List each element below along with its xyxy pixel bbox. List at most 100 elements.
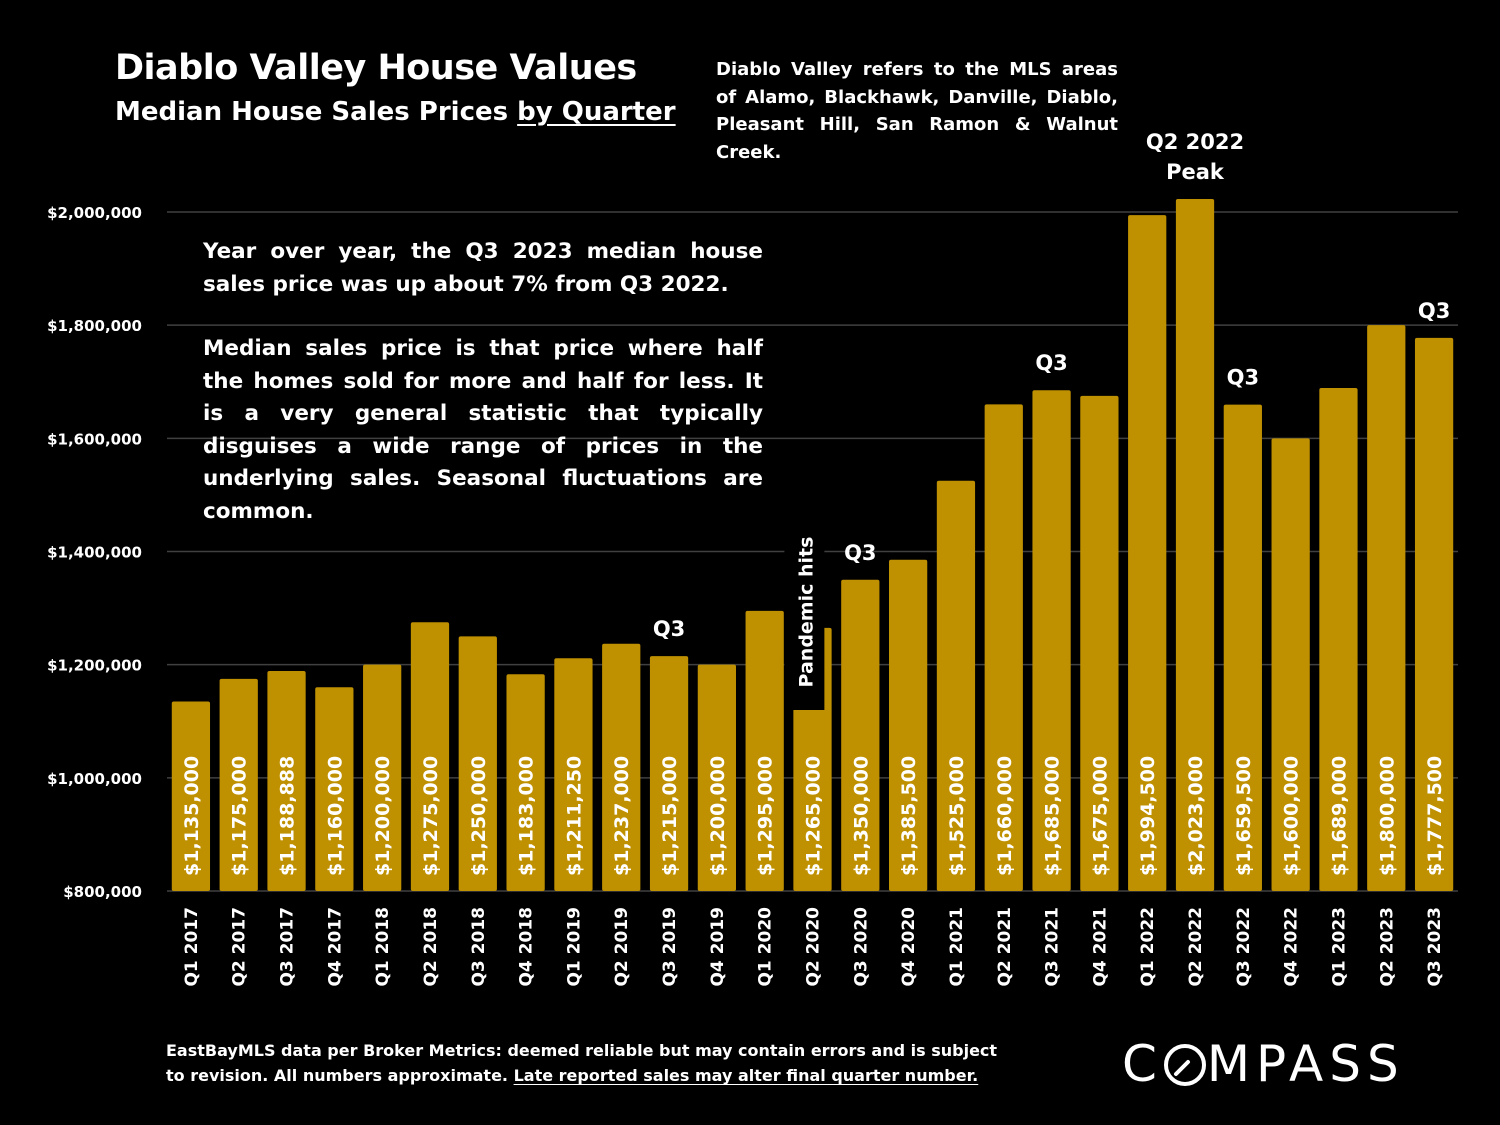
data-label: $1,689,000: [1328, 756, 1350, 876]
bar: [554, 658, 593, 891]
annotation-peak-line-2: Peak: [1166, 160, 1225, 184]
bar: [936, 480, 976, 891]
x-tick-label: Q4 2018: [517, 907, 537, 987]
y-tick-label: $800,000: [63, 883, 142, 901]
x-tick-label: Q1 2021: [947, 907, 967, 987]
source-footer: EastBayMLS data per Broker Metrics: deem…: [166, 1038, 997, 1088]
data-label: $2,023,000: [1185, 756, 1207, 876]
annotation-peak-line-1: Q2 2022: [1146, 130, 1244, 154]
bar: [841, 579, 880, 891]
bar: [315, 687, 354, 891]
bar: [219, 678, 258, 891]
y-tick-label: $1,200,000: [47, 657, 142, 675]
annotation-q3: Q3: [844, 541, 876, 565]
bar: [602, 643, 641, 891]
footer-line-2: to revision. All numbers approximate. La…: [166, 1063, 997, 1088]
bar: [410, 622, 450, 891]
x-tick-label: Q3 2023: [1425, 907, 1445, 987]
bar: [1032, 390, 1071, 891]
bar: [363, 664, 402, 891]
footer-line-1: EastBayMLS data per Broker Metrics: deem…: [166, 1041, 998, 1060]
data-label: $1,183,000: [516, 756, 538, 876]
data-label: $1,685,000: [1042, 756, 1064, 876]
data-label: $1,160,000: [324, 756, 346, 876]
x-tick-label: Q4 2019: [708, 907, 728, 987]
bar: [1367, 325, 1406, 892]
x-tick-label: Q2 2017: [230, 907, 250, 987]
bar: [649, 656, 689, 891]
y-tick-label: $1,600,000: [47, 430, 142, 448]
x-tick-label: Q4 2022: [1282, 907, 1302, 987]
x-tick-label: Q3 2022: [1234, 907, 1254, 987]
x-tick-label: Q1 2019: [564, 907, 584, 987]
x-tick-label: Q2 2022: [1186, 907, 1206, 987]
data-label: $1,295,000: [755, 756, 777, 876]
chart-subtitle: Median House Sales Prices by Quarter: [115, 97, 676, 127]
bar: [458, 636, 497, 891]
x-tick-label: Q3 2018: [469, 907, 489, 987]
data-label: $1,525,000: [946, 756, 968, 876]
logo-text-end: MPASS: [1206, 1035, 1405, 1093]
x-tick-label: Q3 2017: [278, 907, 298, 987]
bar: [1271, 438, 1310, 891]
annotation-q3: Q3: [1035, 351, 1067, 375]
data-label: $1,800,000: [1376, 756, 1398, 876]
explanation-paragraph-2: Median sales price is that price where h…: [203, 336, 763, 524]
compass-logo: C MPASS: [1122, 1035, 1405, 1093]
x-tick-label: Q2 2023: [1377, 907, 1397, 987]
annotation-pandemic: Pandemic hits: [795, 537, 817, 688]
x-tick-label: Q4 2017: [325, 907, 345, 987]
x-tick-label: Q3 2021: [1043, 907, 1063, 987]
bar: [1319, 387, 1358, 891]
x-tick-label: Q2 2018: [421, 907, 441, 987]
compass-o-icon: [1163, 1035, 1207, 1093]
bar: [1080, 395, 1119, 891]
data-label: $1,675,000: [1089, 756, 1111, 876]
data-label: $1,994,500: [1137, 756, 1159, 876]
data-label: $1,660,000: [994, 756, 1016, 876]
x-tick-label: Q2 2021: [995, 907, 1015, 987]
data-label: $1,265,000: [803, 756, 825, 876]
bar: [1128, 215, 1167, 892]
y-tick-label: $1,800,000: [47, 317, 142, 335]
annotation-box: [784, 532, 825, 710]
data-label: $1,188,888: [277, 756, 299, 876]
data-label: $1,600,000: [1281, 756, 1303, 876]
explanation-box: Year over year, the Q3 2023 median house…: [203, 236, 763, 560]
x-tick-label: Q1 2023: [1329, 907, 1349, 987]
data-label: $1,135,000: [181, 756, 203, 876]
bar: [697, 664, 736, 891]
annotation-q3: Q3: [653, 617, 685, 641]
data-label: $1,385,500: [898, 756, 920, 876]
data-label: $1,350,000: [850, 756, 872, 876]
subtitle-underlined: by Quarter: [517, 97, 676, 127]
bar: [745, 610, 784, 891]
explanation-paragraph-1: Year over year, the Q3 2023 median house…: [203, 239, 763, 297]
bar: [267, 670, 306, 891]
logo-text-start: C: [1122, 1035, 1163, 1093]
bar: [889, 559, 928, 891]
annotation-q3: Q3: [1418, 299, 1450, 323]
x-tick-label: Q1 2020: [756, 907, 776, 987]
data-label: $1,200,000: [707, 756, 729, 876]
y-tick-label: $1,000,000: [47, 770, 142, 788]
bar: [506, 674, 545, 891]
bar: [1223, 404, 1262, 891]
data-label: $1,237,000: [611, 756, 633, 876]
area-note: Diablo Valley refers to the MLS areas of…: [716, 59, 1118, 163]
x-tick-label: Q2 2020: [804, 907, 824, 987]
data-label: $1,777,500: [1424, 756, 1446, 876]
data-label: $1,200,000: [372, 756, 394, 876]
y-tick-label: $1,400,000: [47, 544, 142, 562]
x-tick-label: Q3 2019: [660, 907, 680, 987]
annotation-q3: Q3: [1227, 366, 1259, 390]
x-tick-label: Q1 2018: [373, 907, 393, 987]
data-label: $1,215,000: [659, 756, 681, 876]
x-tick-label: Q1 2022: [1138, 907, 1158, 987]
x-tick-label: Q1 2017: [182, 907, 202, 987]
y-tick-label: $2,000,000: [47, 204, 142, 222]
data-label: $1,175,000: [229, 756, 251, 876]
data-label: $1,659,500: [1233, 756, 1255, 876]
x-tick-label: Q4 2021: [1090, 907, 1110, 987]
